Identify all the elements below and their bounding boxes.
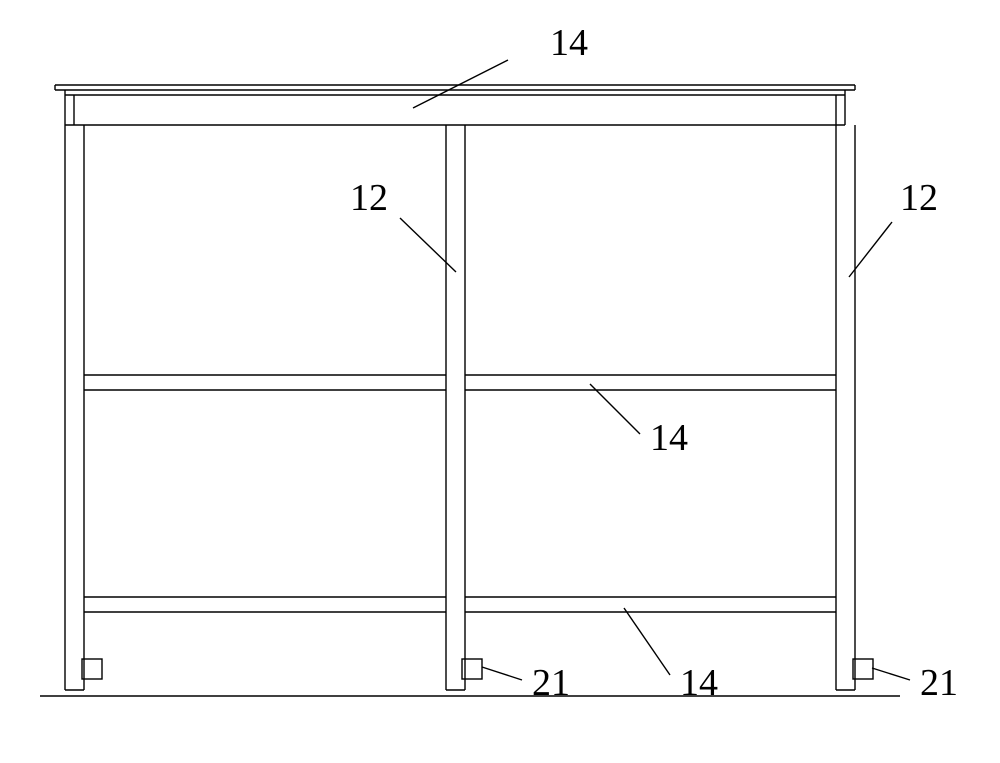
foot-block [82, 659, 102, 679]
callout-leader [482, 667, 522, 680]
callout-label-c12b: 12 [900, 177, 938, 219]
diagram-canvas: 14 12 12 14 21 14 21 [0, 0, 1000, 763]
callout-label-c14a: 14 [550, 22, 588, 64]
callout-label-c21a: 21 [532, 662, 570, 704]
callout-label-c12a: 12 [350, 177, 388, 219]
callout-leader [413, 60, 508, 108]
callout-leader [400, 218, 456, 272]
callout-leader [872, 668, 910, 680]
callout-leader [624, 608, 670, 675]
callout-label-c14c: 14 [680, 662, 718, 704]
callout-label-c14b: 14 [650, 417, 688, 459]
callout-label-c21b: 21 [920, 662, 958, 704]
callout-leader [590, 384, 640, 434]
foot-block [853, 659, 873, 679]
